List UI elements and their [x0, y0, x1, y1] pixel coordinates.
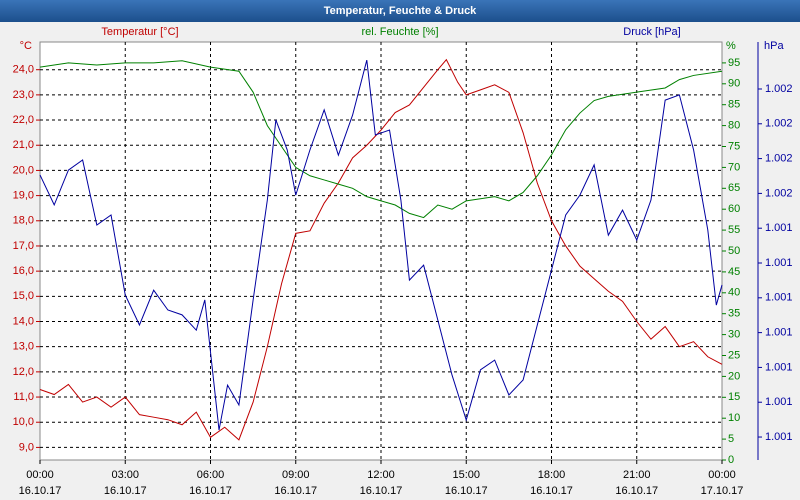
- x-tick-date: 16.10.17: [360, 485, 403, 497]
- y-unit: °C: [20, 40, 32, 52]
- title-bar: [0, 0, 800, 22]
- x-tick-date: 16.10.17: [274, 485, 317, 497]
- y-tick-label: 21,0: [13, 139, 34, 151]
- y3-unit: hPa: [764, 40, 784, 52]
- y-tick-label: 18,0: [13, 215, 34, 227]
- y2-tick-label: 15: [728, 391, 740, 403]
- x-tick-date: 16.10.17: [104, 485, 147, 497]
- y2-tick-label: 20: [728, 370, 740, 382]
- y-tick-label: 19,0: [13, 190, 34, 202]
- y-tick-label: 9,0: [19, 441, 34, 453]
- y3-tick-label: 1.001: [765, 292, 793, 304]
- y2-tick-label: 75: [728, 140, 740, 152]
- y2-tick-label: 30: [728, 329, 740, 341]
- y-tick-label: 16,0: [13, 265, 34, 277]
- x-tick-label: 06:00: [197, 469, 225, 481]
- y2-tick-label: 80: [728, 120, 740, 132]
- y3-tick-label: 1.002: [765, 187, 793, 199]
- series-label: Druck [hPa]: [623, 26, 680, 38]
- y2-tick-label: 10: [728, 412, 740, 424]
- series-label: Temperatur [°C]: [101, 26, 178, 38]
- y2-tick-label: 60: [728, 203, 740, 215]
- y2-tick-label: 70: [728, 161, 740, 173]
- x-tick-date: 16.10.17: [615, 485, 658, 497]
- y2-tick-label: 55: [728, 224, 740, 236]
- y2-tick-label: 25: [728, 349, 740, 361]
- y-tick-label: 23,0: [13, 89, 34, 101]
- y2-tick-label: 90: [728, 78, 740, 90]
- x-tick-label: 09:00: [282, 469, 310, 481]
- y2-tick-label: 95: [728, 57, 740, 69]
- y-tick-label: 22,0: [13, 114, 34, 126]
- series-line: [39, 58, 723, 441]
- y3-tick-label: 1.001: [765, 431, 793, 443]
- y3-tick-label: 1.001: [765, 257, 793, 269]
- x-tick-label: 00:00: [26, 469, 54, 481]
- x-tick-date: 16.10.17: [19, 485, 62, 497]
- y-tick-label: 24,0: [13, 64, 34, 76]
- x-tick-label: 03:00: [111, 469, 139, 481]
- y-tick-label: 14,0: [13, 315, 34, 327]
- y2-tick-label: 35: [728, 308, 740, 320]
- y3-tick-label: 1.001: [765, 327, 793, 339]
- x-tick-date: 17.10.17: [701, 485, 744, 497]
- y2-tick-label: 50: [728, 245, 740, 257]
- x-tick-date: 16.10.17: [445, 485, 488, 497]
- y-tick-label: 11,0: [13, 391, 34, 403]
- x-tick-date: 16.10.17: [189, 485, 232, 497]
- y2-tick-label: 65: [728, 182, 740, 194]
- y-tick-label: 10,0: [13, 416, 34, 428]
- y-tick-label: 12,0: [13, 366, 34, 378]
- x-tick-label: 21:00: [623, 469, 651, 481]
- y-tick-label: 13,0: [13, 341, 34, 353]
- y2-tick-label: 5: [728, 433, 734, 445]
- series-label: rel. Feuchte [%]: [361, 26, 438, 38]
- series-line: [39, 59, 723, 431]
- chart-title: Temperatur, Feuchte & Druck: [324, 5, 477, 17]
- y-tick-label: 17,0: [13, 240, 34, 252]
- y3-tick-label: 1.001: [765, 222, 793, 234]
- y3-tick-label: 1.001: [765, 396, 793, 408]
- y-tick-label: 20,0: [13, 164, 34, 176]
- x-tick-label: 12:00: [367, 469, 395, 481]
- y2-unit: %: [726, 40, 736, 52]
- x-tick-date: 16.10.17: [530, 485, 573, 497]
- y2-tick-label: 45: [728, 266, 740, 278]
- y-tick-label: 15,0: [13, 290, 34, 302]
- x-tick-label: 00:00: [708, 469, 736, 481]
- y3-tick-label: 1.002: [765, 83, 793, 95]
- y2-tick-label: 0: [728, 454, 734, 466]
- x-tick-label: 18:00: [538, 469, 566, 481]
- y3-tick-label: 1.001: [765, 361, 793, 373]
- y2-tick-label: 40: [728, 287, 740, 299]
- y3-tick-label: 1.002: [765, 153, 793, 165]
- y3-tick-label: 1.002: [765, 118, 793, 130]
- y2-tick-label: 85: [728, 99, 740, 111]
- x-tick-label: 15:00: [452, 469, 480, 481]
